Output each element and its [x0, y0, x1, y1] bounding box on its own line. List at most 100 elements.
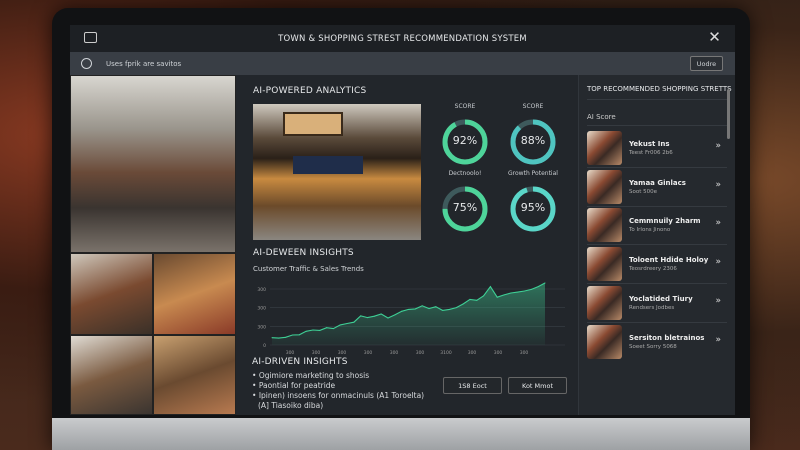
- close-icon[interactable]: ✕: [708, 28, 721, 46]
- street-photo[interactable]: [70, 253, 153, 335]
- search-input[interactable]: Uses fprik are savitos: [106, 59, 182, 68]
- double-chevron-right-icon[interactable]: »: [715, 179, 721, 190]
- street-name: Yamaa Ginlacs: [629, 178, 686, 187]
- street-name: Yekust Ins: [629, 140, 670, 148]
- street-list-item[interactable]: Toloent Hdide Holoy Teosrdreery 2306 »: [587, 245, 723, 283]
- data-point: [339, 324, 341, 326]
- data-point: [394, 314, 396, 316]
- insight-item: • Ogimiore marketing to shosis: [252, 371, 370, 380]
- chart-subtitle: Customer Traffic & Sales Trends: [253, 265, 364, 273]
- data-point: [319, 329, 321, 331]
- data-point: [271, 337, 273, 339]
- divider: [587, 167, 727, 168]
- street-list-item[interactable]: Yekust Ins Teest Fr006 2b6 »: [587, 129, 723, 167]
- chart-area: [272, 283, 545, 345]
- map-icon: [84, 32, 97, 43]
- double-chevron-right-icon[interactable]: »: [715, 141, 721, 151]
- traffic-sales-chart: 300 300 300 0 300 300 300 300 300 300 3100 300 300 30…: [257, 282, 565, 356]
- insight-button-2[interactable]: Kot Mmot: [508, 377, 567, 394]
- search-bar[interactable]: Uses fprik are savitos Uodre: [70, 52, 735, 75]
- data-point: [469, 298, 471, 300]
- gauge-value: 95%: [520, 201, 546, 214]
- sort-label[interactable]: AI Score: [587, 113, 616, 121]
- double-chevron-right-icon[interactable]: »: [715, 218, 721, 229]
- y-tick-label: 300: [257, 287, 266, 293]
- street-thumbnail: [587, 131, 622, 165]
- street-thumbnail: [587, 169, 622, 204]
- street-subtitle: To Irlons Jinono: [629, 227, 671, 234]
- street-list-item[interactable]: Sersiton bletrainos Soeet Sorry 5068 »: [587, 323, 723, 361]
- recommendations-panel: TOP RECOMMENDED SHOPPING STRETTS AI Scor…: [578, 75, 735, 415]
- double-chevron-right-icon[interactable]: »: [715, 334, 721, 345]
- data-point: [421, 305, 423, 307]
- insight-extra: (A] Tiasoiko diba): [258, 401, 324, 410]
- street-photo[interactable]: [153, 335, 236, 415]
- insight-button-1[interactable]: 1S8 Eoct: [443, 377, 502, 394]
- data-point: [373, 315, 375, 317]
- street-subtitle: Teosrdreery 2306: [629, 266, 677, 273]
- street-name: Yoclatided Tiury: [629, 294, 693, 303]
- street-subtitle: Soot 500e: [629, 188, 658, 195]
- data-point: [401, 310, 403, 312]
- street-list-item[interactable]: Yoclatided Tiury Rendsers Jodbes »: [587, 284, 723, 322]
- street-photo[interactable]: [70, 75, 236, 253]
- update-button[interactable]: Uodre: [690, 56, 723, 71]
- x-tick-label: 300: [468, 350, 477, 356]
- street-name: Sersiton bletrainos: [629, 333, 705, 342]
- street-photo[interactable]: [153, 253, 236, 335]
- divider: [587, 244, 727, 246]
- data-point: [326, 327, 328, 329]
- data-point: [332, 328, 334, 330]
- data-point: [483, 295, 485, 297]
- y-tick-label: 0: [263, 343, 266, 349]
- gauge-value: 88%: [520, 134, 546, 147]
- divider: [587, 321, 727, 323]
- photo-gallery: [70, 75, 236, 415]
- insight-item: • Ipinen) insoens for onmacinuls (A1 Tor…: [252, 391, 425, 400]
- search-icon: [81, 58, 92, 69]
- divider: [587, 205, 727, 207]
- data-point: [462, 303, 464, 305]
- street-thumbnail: [587, 247, 622, 282]
- x-tick-label: 300: [494, 350, 503, 356]
- data-point: [285, 336, 287, 338]
- divider: [587, 283, 727, 285]
- street-photo[interactable]: [70, 335, 153, 415]
- x-tick-label: 300: [286, 350, 295, 356]
- data-point: [312, 329, 314, 331]
- store-sign: [283, 112, 343, 136]
- gauge-ring: [442, 119, 488, 165]
- title-bar: TOWN & SHOPPING STREST RECOMMENDATION SY…: [70, 25, 735, 52]
- gauge-fill: [510, 186, 556, 232]
- x-tick-label: 300: [312, 350, 321, 356]
- gauge-label: Growth Potential: [508, 170, 558, 177]
- data-point: [524, 290, 526, 292]
- data-point: [455, 307, 457, 309]
- featured-store-image: [253, 104, 421, 240]
- double-chevron-right-icon[interactable]: »: [715, 295, 721, 306]
- gauge-fill: [510, 119, 556, 165]
- data-point: [517, 291, 519, 293]
- street-list-item[interactable]: Yamaa Ginlacs Soot 500e »: [587, 168, 723, 206]
- insights-title: AI-DRIVEN INSIGHTS: [252, 357, 348, 367]
- insight-item: • Paontial for peatride: [252, 381, 336, 390]
- double-chevron-right-icon[interactable]: »: [715, 257, 721, 268]
- laptop-base: [52, 418, 750, 450]
- score-gauge: SCORE 88%: [498, 103, 568, 168]
- street-subtitle: Soeet Sorry 5068: [629, 343, 677, 350]
- store-curtain: [293, 156, 363, 174]
- street-list-item[interactable]: Cemmnuily 2harm To Irlons Jinono »: [587, 206, 723, 244]
- analytics-title: AI-POWERED ANALYTICS: [253, 86, 367, 96]
- data-point: [278, 337, 280, 339]
- data-point: [305, 330, 307, 332]
- x-tick-label: 300: [416, 350, 425, 356]
- x-tick-label: 300: [338, 350, 347, 356]
- data-point: [503, 294, 505, 296]
- data-point: [428, 308, 430, 310]
- gauge-label: SCORE: [454, 103, 476, 110]
- score-gauge: Growth Potential 95%: [498, 170, 568, 235]
- score-gauge: SCORE 92%: [430, 103, 500, 168]
- data-point: [510, 292, 512, 294]
- scrollbar[interactable]: [727, 89, 730, 139]
- data-point: [496, 296, 498, 298]
